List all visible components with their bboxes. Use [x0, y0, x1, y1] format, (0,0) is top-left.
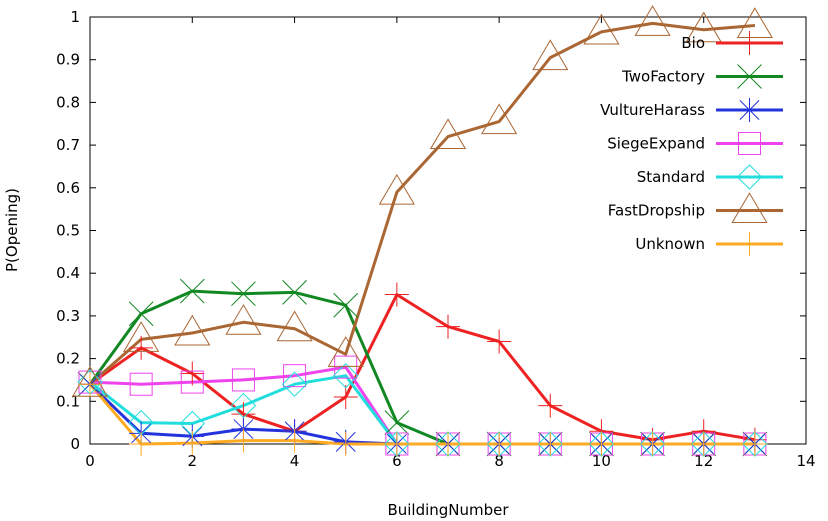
y-tick-label: 0.9: [56, 51, 80, 69]
x-tick-label: 0: [85, 452, 95, 470]
series-line-bio: [89, 293, 756, 442]
legend-label: VultureHarass: [600, 101, 705, 119]
data-point: [282, 428, 307, 453]
data-point: [333, 292, 359, 318]
data-point: [487, 329, 512, 354]
series-lines: [88, 21, 756, 446]
legend-label: Unknown: [635, 235, 705, 253]
data-point: [231, 281, 256, 307]
data-point: [78, 372, 102, 397]
data-point: [180, 431, 205, 456]
data-point: [276, 310, 313, 342]
data-point: [384, 410, 410, 436]
data-point: [180, 370, 204, 394]
legend-label: FastDropship: [608, 202, 705, 220]
data-point: [230, 392, 257, 419]
x-tick-label: 12: [694, 452, 713, 470]
data-point: [174, 314, 211, 346]
data-point: [583, 13, 620, 45]
data-point: [179, 278, 205, 304]
y-tick-label: 0.6: [56, 179, 80, 197]
data-point: [231, 368, 255, 392]
data-point: [436, 314, 460, 339]
data-point: [128, 301, 154, 327]
legend-marker: [737, 64, 762, 89]
data-point: [691, 432, 716, 456]
data-point: [129, 335, 154, 360]
data-point: [429, 118, 467, 150]
data-point: [129, 372, 153, 396]
data-point: [384, 432, 409, 456]
legend-marker: [736, 164, 763, 190]
x-tick-label: 8: [494, 452, 504, 470]
y-tick-label: 1: [70, 8, 80, 26]
series-markers-unknown: [78, 372, 767, 456]
y-tick-label: 0: [70, 435, 80, 453]
data-point: [384, 282, 409, 307]
data-point: [589, 432, 614, 456]
y-tick-label: 0.8: [56, 93, 80, 111]
data-point: [538, 432, 563, 456]
y-tick-label: 0.5: [56, 222, 80, 240]
data-point: [282, 280, 307, 305]
axis-ticks: 0 2 4 6 8 10 12 14 0 0.1 0.2 0.3 0.4 0.5 0.6 0.7 0.8 0.9 1: [56, 8, 815, 470]
data-point: [180, 361, 205, 386]
data-point: [123, 321, 160, 352]
x-tick-label: 6: [392, 452, 402, 470]
data-point: [487, 432, 512, 456]
data-point: [283, 364, 307, 388]
x-tick-label: 14: [796, 452, 815, 470]
legend-label: TwoFactory: [621, 68, 705, 86]
data-point: [532, 39, 569, 71]
y-tick-label: 0.1: [56, 392, 80, 410]
data-point: [736, 7, 773, 39]
x-tick-label: 4: [290, 452, 300, 470]
data-point: [327, 336, 364, 367]
legend-marker: [738, 132, 761, 155]
data-point: [378, 173, 415, 205]
legend: Bio TwoFactory VultureHarass SiegeExpand Sta…: [600, 31, 783, 256]
data-point: [334, 355, 358, 379]
series-line-fastdropship: [89, 21, 756, 386]
data-point: [634, 5, 671, 36]
legend-label: Bio: [681, 34, 705, 52]
legend-marker: [737, 232, 762, 256]
legend-label: Standard: [637, 168, 705, 186]
data-point: [481, 103, 518, 135]
data-point: [640, 432, 665, 456]
data-point: [742, 432, 767, 456]
x-tick-label: 2: [188, 452, 198, 470]
data-point: [333, 385, 358, 410]
series-markers-fastdropship: [71, 5, 773, 397]
y-tick-label: 0.4: [56, 264, 80, 282]
x-axis-title: BuildingNumber: [387, 501, 509, 519]
legend-label: SiegeExpand: [607, 135, 705, 153]
data-point: [538, 393, 563, 418]
y-tick-label: 0.2: [56, 350, 80, 368]
series-line-twofactory: [88, 289, 755, 446]
y-tick-label: 0.7: [56, 136, 80, 154]
x-tick-label: 10: [592, 452, 611, 470]
legend-marker: [737, 98, 762, 122]
y-tick-label: 0.3: [56, 307, 80, 325]
series-markers: [71, 5, 773, 457]
legend-marker: [737, 31, 762, 55]
legend-marker: [731, 192, 768, 223]
data-point: [281, 371, 308, 397]
data-point: [333, 432, 358, 456]
data-point: [129, 432, 154, 456]
data-point: [436, 432, 460, 456]
data-point: [225, 304, 262, 335]
data-point: [685, 11, 722, 43]
data-point: [333, 362, 359, 389]
y-axis-title: P(Opening): [3, 188, 21, 272]
data-point: [231, 428, 256, 453]
